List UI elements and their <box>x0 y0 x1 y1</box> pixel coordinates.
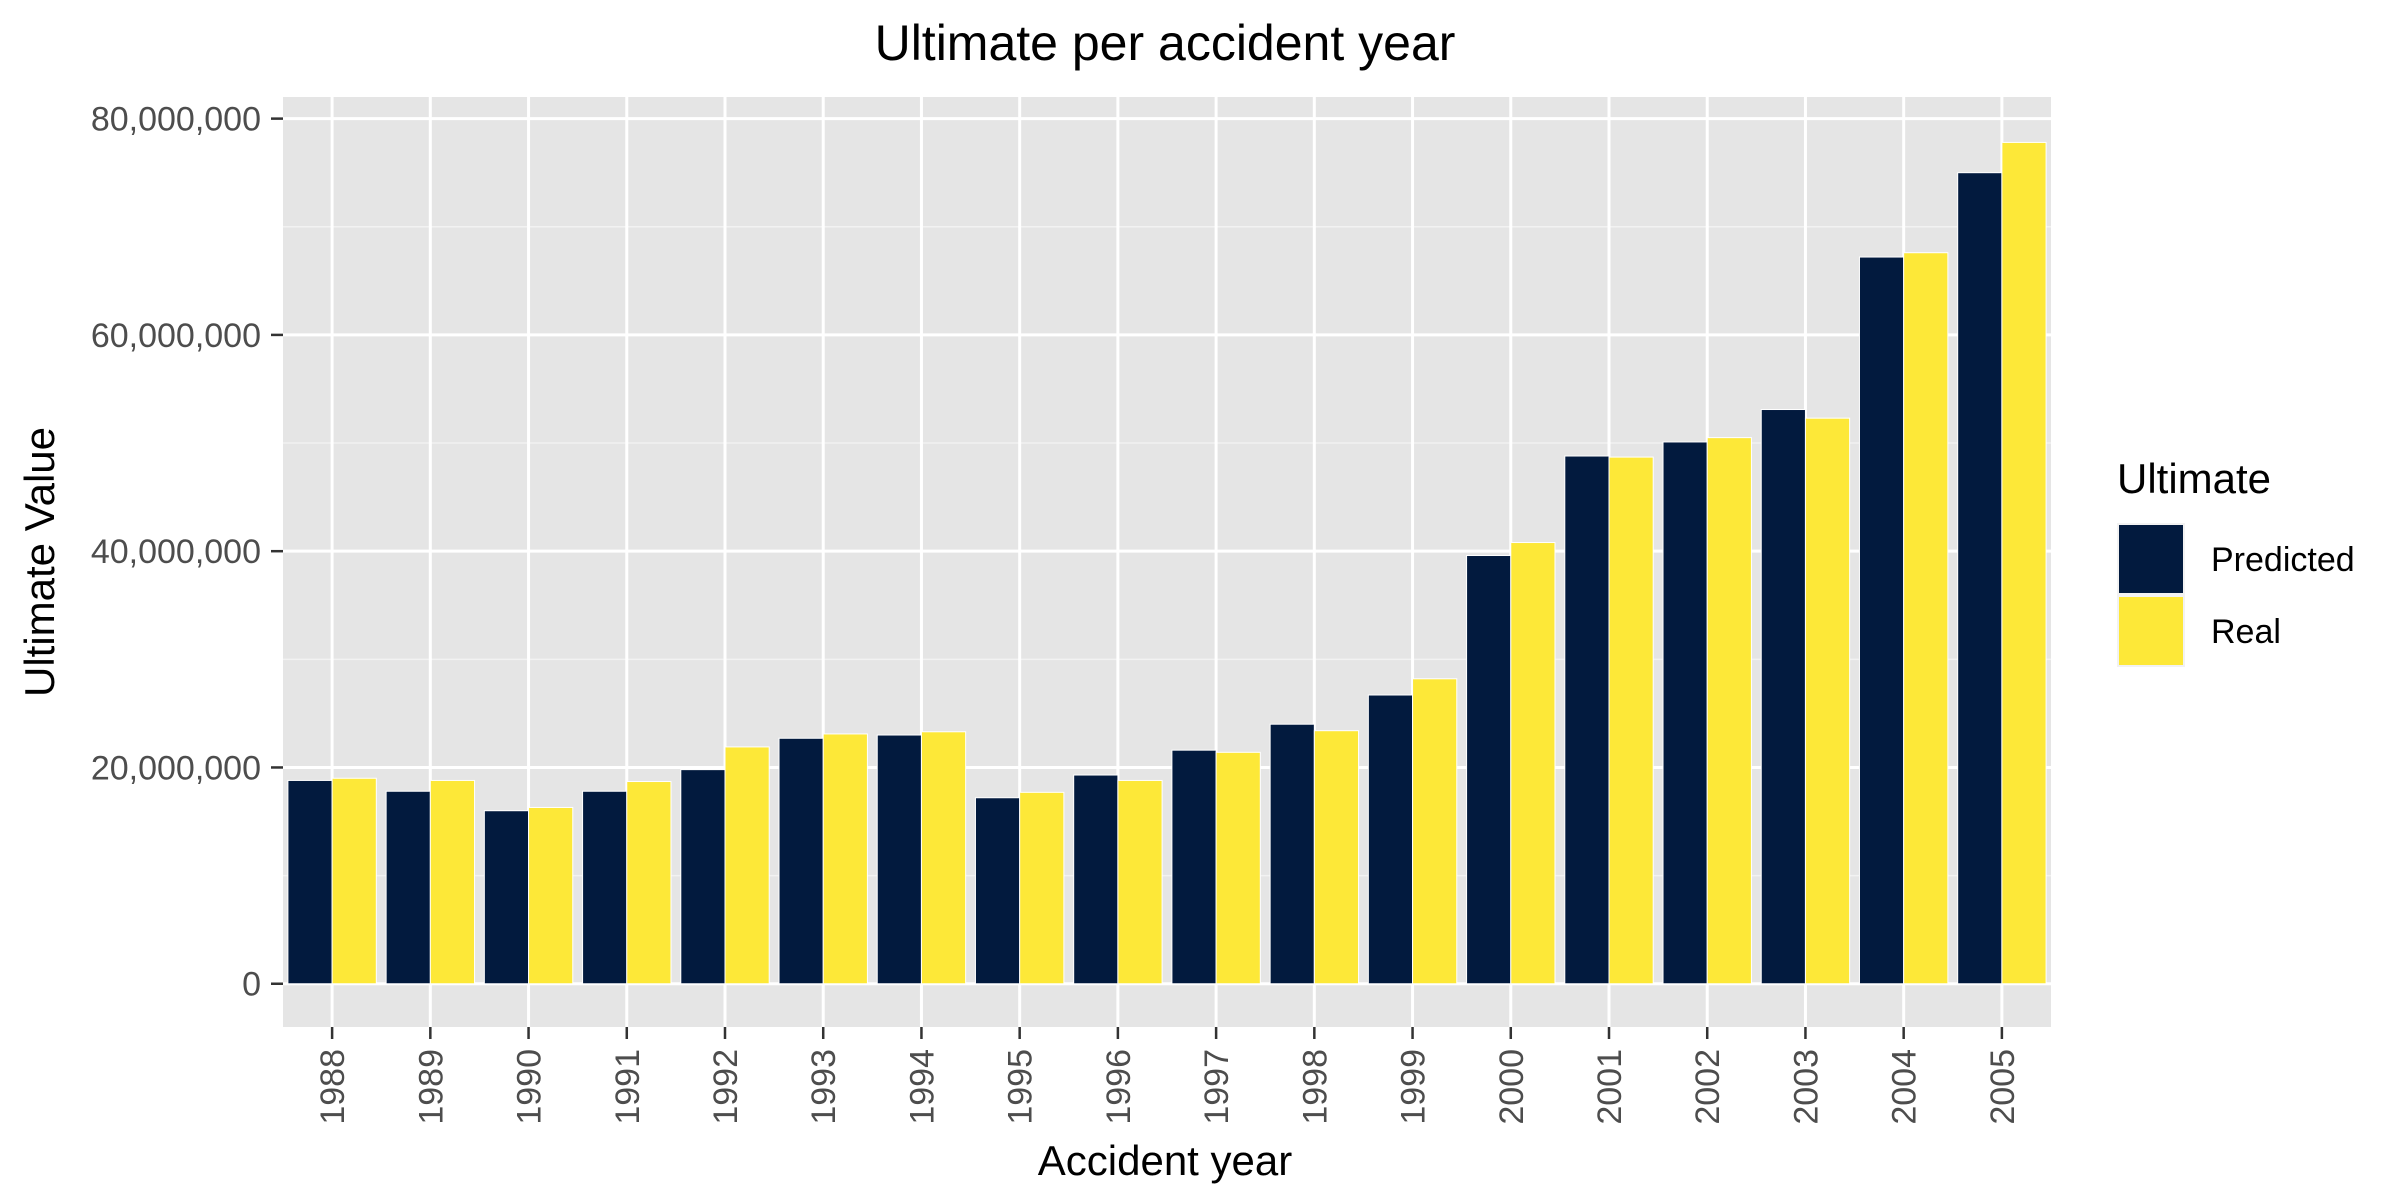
y-tick-label: 20,000,000 <box>91 749 261 787</box>
bar-real-2000 <box>1510 542 1556 985</box>
bar-predicted-1993 <box>778 737 824 985</box>
bar-predicted-1990 <box>483 810 530 985</box>
x-tick-label: 2001 <box>1591 1049 1629 1125</box>
y-axis: 0 20,000,000 40,000,000 60,000,000 80,000,00… <box>91 101 283 1004</box>
legend: Ultimate Predicted Real <box>2117 455 2355 667</box>
bar-predicted-1992 <box>680 769 726 985</box>
x-tick-label: 1999 <box>1395 1049 1433 1125</box>
legend-title: Ultimate <box>2117 455 2271 502</box>
bar-real-1995 <box>1019 791 1065 985</box>
bar-predicted-1996 <box>1073 774 1119 985</box>
x-tick-label: 1992 <box>707 1049 745 1125</box>
bar-real-1989 <box>429 779 476 985</box>
minor-gridlines <box>283 226 2051 877</box>
x-tick-label: 2005 <box>1984 1049 2022 1125</box>
x-tick-label: 1995 <box>1002 1049 1040 1125</box>
bar-real-2005 <box>2001 141 2047 985</box>
bar-real-1997 <box>1215 751 1261 985</box>
bar-real-2004 <box>1903 252 1949 985</box>
x-tick-label: 2004 <box>1886 1049 1924 1125</box>
x-tick-label: 1988 <box>314 1049 352 1125</box>
legend-items: Predicted Real <box>2117 523 2355 667</box>
bar-real-1999 <box>1412 678 1458 985</box>
bars <box>287 141 2047 985</box>
bar-real-1994 <box>920 731 967 985</box>
bar-predicted-1997 <box>1171 749 1217 985</box>
bar-predicted-2003 <box>1760 409 1806 985</box>
bar-predicted-2001 <box>1564 455 1610 985</box>
legend-key-predicted <box>2119 525 2183 593</box>
y-tick-label: 80,000,000 <box>91 101 261 139</box>
bar-real-1996 <box>1117 779 1163 985</box>
bar-real-1990 <box>528 806 574 985</box>
bar-predicted-1991 <box>582 790 628 985</box>
bar-predicted-1999 <box>1367 694 1414 985</box>
x-tick-label: 1998 <box>1296 1049 1334 1125</box>
x-axis: 1988 1989 1990 1991 1992 1993 1994 1995 1996 1997… <box>314 1027 2022 1125</box>
bar-predicted-2004 <box>1858 256 1905 985</box>
bar-predicted-1994 <box>876 734 922 985</box>
y-tick-label: 60,000,000 <box>91 317 261 355</box>
x-tick-label: 1989 <box>412 1049 450 1125</box>
bar-predicted-2005 <box>1957 172 2003 985</box>
x-tick-label: 1993 <box>805 1049 843 1125</box>
bar-real-1991 <box>626 781 672 985</box>
bar-predicted-1998 <box>1269 723 1315 985</box>
x-tick-label: 2000 <box>1493 1049 1531 1125</box>
bar-real-1993 <box>822 733 868 985</box>
bar-real-1988 <box>331 777 377 985</box>
bar-real-2001 <box>1608 456 1654 985</box>
x-tick-label: 1991 <box>609 1049 647 1125</box>
x-tick-label: 1996 <box>1100 1049 1138 1125</box>
bar-predicted-1988 <box>287 779 333 985</box>
plot-panel <box>283 97 2051 1027</box>
bar-real-2003 <box>1804 417 1851 985</box>
bar-real-1992 <box>724 746 770 985</box>
y-tick-label: 40,000,000 <box>91 533 261 571</box>
bar-predicted-2000 <box>1466 555 1512 985</box>
bar-real-1998 <box>1313 730 1360 985</box>
x-tick-label: 2002 <box>1689 1049 1727 1125</box>
x-tick-label: 1997 <box>1198 1049 1236 1125</box>
bar-predicted-2002 <box>1662 441 1708 985</box>
chart-title: Ultimate per accident year <box>875 15 1456 71</box>
legend-label-real: Real <box>2211 613 2281 651</box>
legend-label-predicted: Predicted <box>2211 541 2355 579</box>
bar-real-2002 <box>1706 437 1752 985</box>
x-tick-label: 2003 <box>1787 1049 1825 1125</box>
x-axis-title: Accident year <box>1038 1137 1292 1184</box>
bar-predicted-1989 <box>385 790 431 985</box>
x-tick-label: 1990 <box>511 1049 549 1125</box>
y-tick-label: 0 <box>242 966 261 1004</box>
bar-predicted-1995 <box>974 797 1021 985</box>
x-tick-label: 1994 <box>903 1049 941 1125</box>
y-axis-title: Ultimate Value <box>16 427 63 697</box>
legend-key-real <box>2119 597 2183 665</box>
